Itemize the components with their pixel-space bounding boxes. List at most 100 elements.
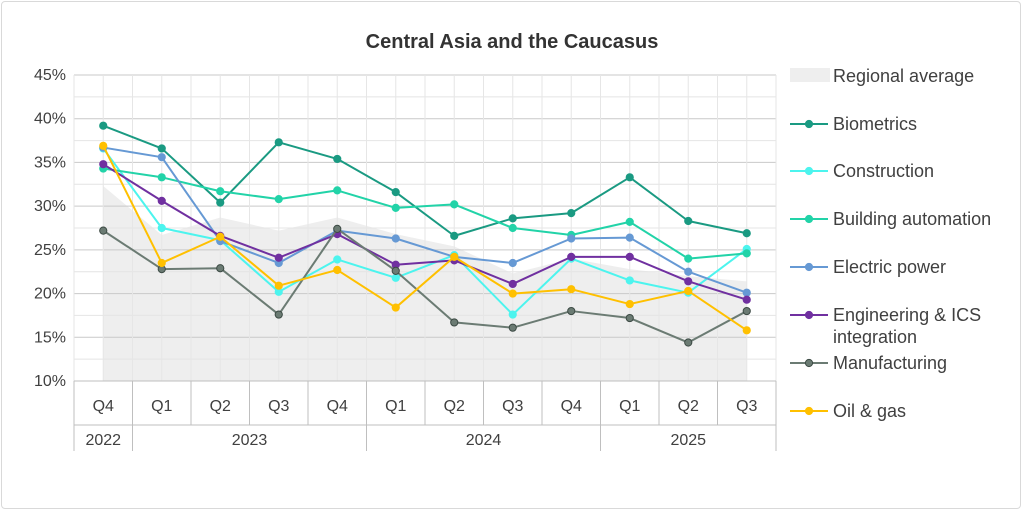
point-oil-gas [391,303,400,312]
point-oil-gas [625,299,634,309]
legend-marker-biometrics [804,119,814,129]
year-group-label: 2022 [85,432,121,449]
point-building-automation [333,186,342,195]
point-manufacturing [742,306,751,316]
point-oil-gas [274,281,283,290]
point-engineering-ics-integration [508,279,517,289]
series-line-oil-gas [102,145,748,332]
series-line-building-automation [103,167,747,260]
y-tick-label: 40% [34,111,66,128]
point-engineering-ics-integration [157,196,166,205]
y-tick-label: 25% [34,242,66,259]
point-electric-power [742,288,751,297]
legend-marker-electric-power [804,262,814,272]
legend-label-electric-power: Electric power [833,257,946,277]
legend-label-manufacturing: Manufacturing [833,353,947,373]
legend-label-regional-average: Regional average [833,66,974,86]
point-engineering-ics-integration [625,252,634,261]
year-group-label: 2024 [466,432,502,449]
series-line-engineering-ics-integration [102,163,748,301]
year-group-label: 2025 [670,432,706,449]
point-construction [625,276,634,285]
point-electric-power [157,153,166,162]
legend-marker-engineering-ics-integration [804,310,814,320]
point-electric-power [625,233,634,242]
point-biometrics [333,154,342,164]
point-biometrics [625,173,634,182]
point-oil-gas [99,141,108,150]
point-building-automation [508,223,517,233]
point-engineering-ics-integration [684,277,693,286]
point-manufacturing [391,266,400,275]
chart-title: Central Asia and the Caucasus [366,31,659,53]
point-biometrics [274,138,283,147]
x-tick-label: Q1 [385,398,406,415]
point-building-automation [391,203,400,212]
point-construction [508,310,517,319]
y-tick-label: 35% [34,154,66,171]
point-biometrics [684,216,693,226]
legend-marker-oil-gas [804,406,814,416]
point-oil-gas [742,326,751,335]
x-tick-label: Q1 [619,398,640,415]
point-biometrics [450,231,459,240]
series-line-construction [102,147,748,316]
point-manufacturing [99,226,108,235]
point-biometrics [391,188,400,197]
series-line-biometrics [102,124,747,237]
point-building-automation [450,200,459,209]
point-building-automation [742,249,751,258]
series-layer [99,121,751,347]
point-building-automation [684,254,693,263]
x-tick-label: Q1 [151,398,172,415]
point-biometrics [99,121,108,130]
legend-label-oil-gas: Oil & gas [833,401,906,421]
point-electric-power [684,267,693,276]
point-engineering-ics-integration [742,295,751,304]
legend-label-construction: Construction [833,161,934,181]
point-manufacturing [274,310,283,319]
y-tick-label: 15% [34,329,66,346]
point-construction [391,273,400,282]
x-tick-label: Q2 [210,398,231,415]
point-biometrics [508,214,517,223]
point-engineering-ics-integration [99,160,108,169]
point-biometrics [567,209,576,218]
point-oil-gas [157,258,166,268]
point-manufacturing [216,264,225,273]
x-tick-label: Q3 [736,398,757,415]
point-biometrics [157,144,166,153]
legend-label-engineering-ics-integration: Engineering & ICS integration [833,305,981,347]
legend: Regional average Biometrics Construction Bu… [790,66,991,421]
series-line-electric-power [103,146,748,294]
point-electric-power [391,234,400,243]
point-oil-gas [450,252,459,261]
point-engineering-ics-integration [567,252,576,261]
x-tick-label: Q4 [93,398,114,415]
point-manufacturing [450,318,459,327]
y-tick-label: 30% [34,198,66,215]
axis-layer: 10% 15% 20% 25% 30% 35% 40% 45% Q4 Q1 Q2 Q3 Q4 Q1 Q2 Q3… [34,67,777,451]
point-manufacturing [684,338,693,347]
point-oil-gas [333,265,342,275]
x-tick-label: Q3 [502,398,523,415]
point-oil-gas [684,286,693,296]
point-oil-gas [508,289,517,298]
x-tick-label: Q4 [561,398,582,415]
series-line-manufacturing [102,227,748,344]
legend-swatch-regional-average [790,68,830,82]
legend-label-biometrics: Biometrics [833,114,917,134]
x-tick-label: Q2 [678,398,699,415]
x-tick-label: Q2 [444,398,465,415]
point-building-automation [157,173,166,182]
point-manufacturing [567,306,576,316]
point-construction [157,223,166,233]
x-tick-label: Q4 [327,398,348,415]
y-tick-label: 45% [34,67,66,84]
point-biometrics [742,229,751,238]
point-building-automation [625,217,634,226]
point-biometrics [216,198,225,207]
y-tick-label: 10% [34,373,66,390]
y-tick-label: 20% [34,286,66,303]
